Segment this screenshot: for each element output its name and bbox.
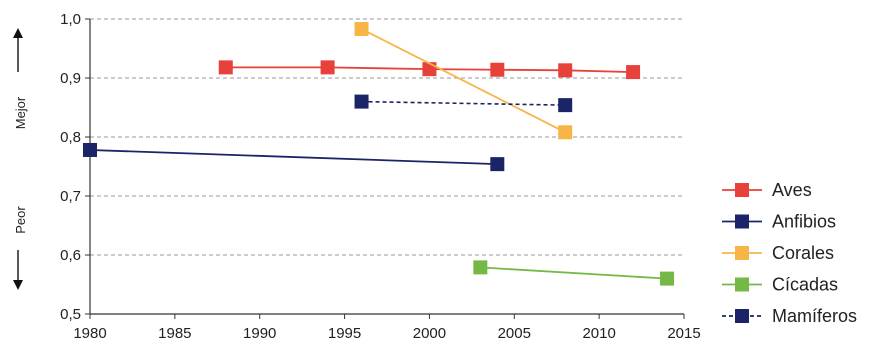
data-point — [320, 60, 335, 75]
data-point — [354, 94, 369, 109]
up-arrow-head — [13, 28, 23, 38]
data-point — [558, 125, 573, 140]
legend-item-cicadas: Cícadas — [722, 275, 838, 295]
legend-label: Mamíferos — [772, 306, 857, 326]
better-label: Mejor — [13, 96, 28, 129]
legend-item-corales: Corales — [722, 243, 834, 263]
series-corales — [354, 22, 573, 140]
worse-label: Peor — [13, 206, 28, 234]
series-line — [225, 66, 634, 73]
x-tick-label: 1990 — [243, 325, 276, 342]
down-arrow-head — [13, 280, 23, 290]
data-point — [83, 142, 97, 157]
data-point — [473, 260, 488, 275]
legend-item-aves: Aves — [722, 180, 812, 200]
legend-marker — [735, 277, 749, 292]
series-cicadas — [473, 260, 675, 286]
data-point — [354, 22, 369, 37]
data-point — [558, 63, 573, 78]
x-tick-label: 1980 — [73, 325, 106, 342]
legend-item-anfibios: Anfibios — [722, 212, 836, 232]
y-tick-label: 1,0 — [60, 11, 81, 28]
legend-marker — [735, 214, 749, 229]
legend-label: Corales — [772, 243, 834, 263]
y-tick-labels: 0,5 0,6 0,7 0,8 0,9 1,0 — [60, 11, 90, 323]
x-tick-label: 1995 — [328, 325, 361, 342]
y-tick-label: 0,7 — [60, 188, 81, 205]
legend-marker — [735, 309, 749, 323]
x-tick-label: 1985 — [158, 325, 191, 342]
legend: Aves Anfibios Corales Cícadas Mamíferos — [722, 180, 857, 326]
data-point — [218, 60, 233, 75]
data-point — [490, 157, 505, 172]
data-point — [490, 62, 505, 77]
data-point — [660, 271, 675, 286]
series-line — [361, 100, 566, 106]
y-tick-label: 0,6 — [60, 247, 81, 264]
x-tick-labels: 1980 1985 1990 1995 2000 2005 2010 2015 — [73, 314, 701, 342]
data-point — [558, 98, 573, 113]
series-line — [89, 149, 498, 166]
series-line — [361, 28, 566, 134]
legend-marker — [735, 183, 749, 197]
x-tick-label: 2015 — [667, 325, 700, 342]
series-anfibios — [83, 142, 505, 172]
legend-marker — [735, 246, 749, 260]
series-group — [83, 22, 675, 286]
y-tick-label: 0,8 — [60, 129, 81, 146]
legend-label: Anfibios — [772, 212, 836, 232]
legend-label: Aves — [772, 180, 812, 200]
legend-label: Cícadas — [772, 275, 838, 295]
y-tick-label: 0,5 — [60, 306, 81, 323]
x-tick-label: 2010 — [582, 325, 615, 342]
axes — [89, 19, 684, 315]
side-annotations: Mejor Peor — [13, 28, 28, 290]
grid-lines — [90, 18, 684, 256]
data-point — [626, 65, 641, 80]
series-line — [480, 266, 668, 280]
legend-item-mamiferos: Mamíferos — [722, 306, 857, 326]
x-tick-label: 2000 — [413, 325, 446, 342]
y-tick-label: 0,9 — [60, 70, 81, 87]
x-tick-label: 2005 — [498, 325, 531, 342]
series-mamiferos — [354, 94, 573, 113]
